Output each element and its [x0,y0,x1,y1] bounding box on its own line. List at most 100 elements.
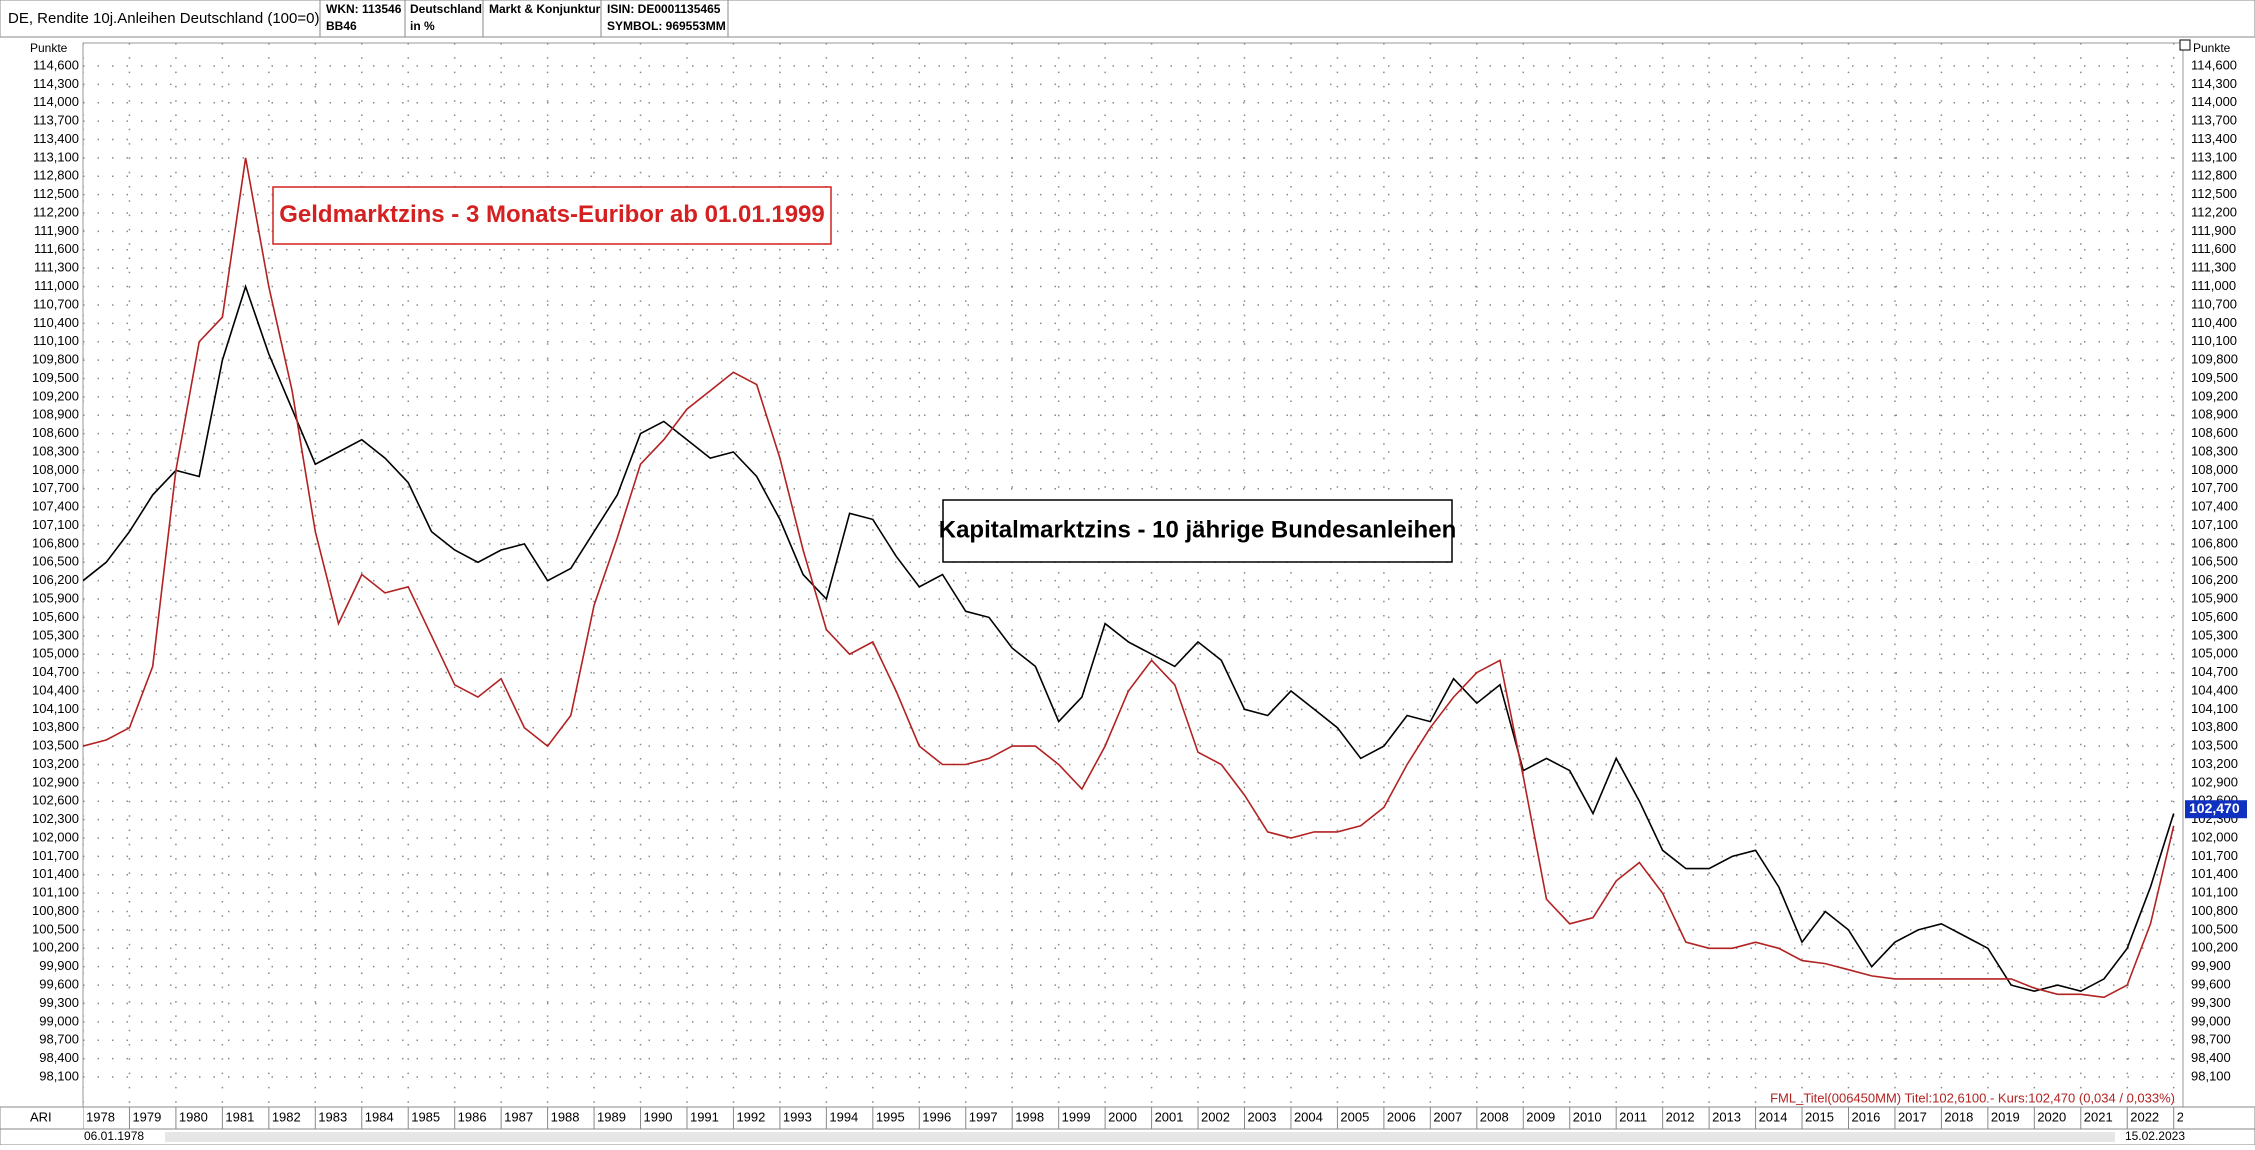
y-tick-label: 109,800 [32,352,79,367]
y-tick-label-right: 105,000 [2191,646,2238,661]
x-tick-label: 2012 [1666,1109,1695,1124]
y-tick-label: 112,500 [33,186,79,201]
x-tick-label: 2021 [2084,1109,2113,1124]
scroll-thumb[interactable] [165,1132,2115,1142]
y-tick-label-right: 105,600 [2191,609,2238,624]
x-tick-label: 2003 [1248,1109,1277,1124]
header-title: DE, Rendite 10j.Anleihen Deutschland (10… [8,10,319,27]
y-tick-label: 106,500 [32,554,79,569]
y-tick-label-right: 113,100 [2191,149,2237,164]
y-tick-label-right: 106,500 [2191,554,2238,569]
y-tick-label: 99,900 [39,958,79,973]
x-tick-label: 2011 [1619,1109,1647,1124]
y-tick-label-right: 100,800 [2191,903,2238,918]
x-tick-label: 2006 [1387,1109,1416,1124]
y-tick-label-right: 111,600 [2191,241,2236,256]
y-tick-label: 110,700 [33,296,79,311]
y-tick-label: 109,500 [32,370,79,385]
y-tick-label-right: 98,400 [2191,1050,2231,1065]
x-tick-label: 2020 [2037,1109,2066,1124]
y-tick-label-right: 104,400 [2191,682,2238,697]
header-cell: Markt & Konjunktur [489,2,601,16]
x-tick-label: 1990 [644,1109,673,1124]
x-tick-label: 2010 [1573,1109,1602,1124]
x-tick-label: 2001 [1155,1109,1184,1124]
y-tick-label: 106,200 [32,572,79,587]
y-tick-label-right: 105,300 [2191,627,2238,642]
y-tick-label-right: 114,300 [2191,76,2237,91]
y-axis-title-right: Punkte [2193,41,2231,55]
x-tick-label: 1981 [225,1109,254,1124]
y-tick-label-right: 109,200 [2191,388,2238,403]
y-tick-label-right: 100,500 [2191,921,2238,936]
y-tick-label: 110,100 [33,333,79,348]
x-tick-label: 1984 [365,1109,394,1124]
y-tick-label: 102,900 [32,774,79,789]
y-tick-label-right: 111,000 [2191,278,2236,293]
y-tick-label: 104,400 [32,682,79,697]
y-tick-label: 105,600 [32,609,79,624]
x-tick-label: 1992 [736,1109,765,1124]
y-tick-label-right: 103,500 [2191,738,2238,753]
y-tick-label-right: 101,100 [2191,885,2238,900]
header-cell: SYMBOL: 969553MM [607,19,726,33]
y-tick-label-right: 110,400 [2191,315,2237,330]
y-tick-label-right: 98,700 [2191,1032,2231,1047]
y-tick-label-right: 112,200 [2191,204,2237,219]
x-tick-label: 1994 [829,1109,858,1124]
x-tick-label: 1991 [690,1109,719,1124]
y-tick-label-right: 104,100 [2191,701,2238,716]
y-tick-label: 100,500 [32,921,79,936]
series-line [83,284,2175,993]
x-tick-label: 1995 [876,1109,905,1124]
x-tick-label: 2007 [1433,1109,1462,1124]
y-tick-label-right: 99,900 [2191,958,2231,973]
y-tick-label-right: 114,600 [2191,57,2237,72]
y-tick-label-right: 108,300 [2191,443,2238,458]
y-tick-label: 98,100 [39,1068,79,1083]
y-tick-label-right: 102,900 [2191,774,2238,789]
y-tick-label: 105,300 [32,627,79,642]
y-tick-label-right: 103,200 [2191,756,2238,771]
y-tick-label: 114,000 [33,94,79,109]
y-tick-label: 106,800 [32,535,79,550]
y-tick-label: 102,600 [32,793,79,808]
y-tick-label: 113,100 [33,149,79,164]
y-tick-label: 110,400 [33,315,79,330]
y-tick-label-right: 101,700 [2191,848,2238,863]
annotation-box [272,186,832,245]
y-tick-label-right: 108,600 [2191,425,2238,440]
y-tick-label: 108,300 [32,443,79,458]
y-tick-label-right: 110,700 [2191,296,2237,311]
y-tick-label-right: 99,000 [2191,1013,2231,1028]
y-tick-label-right: 112,800 [2191,168,2237,183]
x-tick-label: 1979 [132,1109,161,1124]
y-tick-label: 102,000 [32,829,79,844]
y-tick-label: 114,300 [33,76,79,91]
y-tick-label: 103,200 [32,756,79,771]
header-cell: BB46 [326,19,357,33]
y-tick-label-right: 108,000 [2191,462,2238,477]
x-tick-label: 2000 [1108,1109,1137,1124]
y-tick-label: 109,200 [32,388,79,403]
x-tick-label: 2009 [1526,1109,1555,1124]
y-tick-label: 108,900 [32,407,79,422]
y-tick-label: 104,700 [32,664,79,679]
header-cell: Deutschland [410,2,482,16]
x-tick-label: 2014 [1759,1109,1788,1124]
y-tick-label-right: 110,100 [2191,333,2237,348]
y-tick-label: 98,400 [39,1050,79,1065]
close-button[interactable] [2179,39,2191,51]
legend-text: FML_Titel(006450MM) Titel:102,6100 - Kur… [1770,1090,2175,1105]
header-cell: ISIN: DE0001135465 [607,2,721,16]
y-tick-label: 99,600 [39,977,79,992]
y-tick-label: 99,000 [39,1013,79,1028]
x-tick-label: 2016 [1851,1109,1880,1124]
y-tick-label: 101,700 [32,848,79,863]
x-axis: 1978 1979 1980 1981 1982 1983 1984 1985 1986 1987… [83,1107,2183,1129]
y-tick-label: 111,000 [34,278,79,293]
y-tick-label-right: 114,000 [2191,94,2237,109]
x-tick-label: 2013 [1712,1109,1741,1124]
y-tick-label: 113,700 [33,113,79,128]
